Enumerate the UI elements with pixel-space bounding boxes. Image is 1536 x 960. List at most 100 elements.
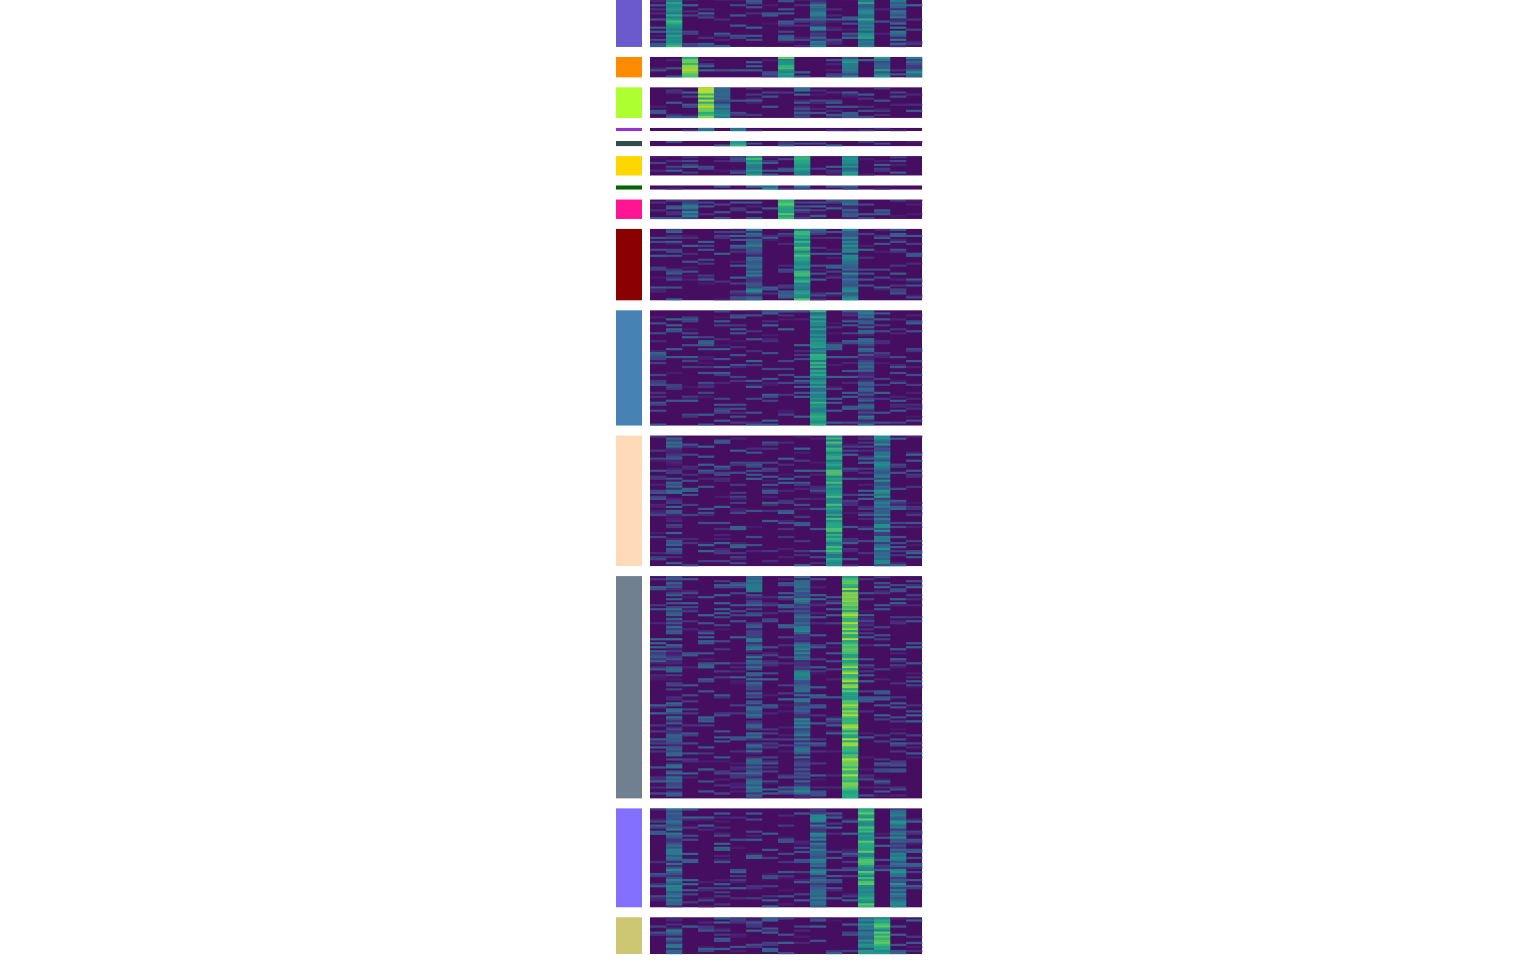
heatmap-cell	[810, 4, 827, 7]
heatmap-cell	[746, 525, 763, 529]
heatmap-cell	[778, 310, 795, 313]
heatmap-cell	[730, 666, 747, 669]
heatmap-cell	[714, 616, 731, 619]
heatmap-cell	[906, 314, 923, 317]
heatmap-cell	[746, 274, 763, 277]
heatmap-cell	[650, 776, 667, 779]
heatmap-cell	[714, 324, 731, 327]
heatmap-cell	[730, 556, 747, 559]
heatmap-cell	[666, 12, 683, 15]
heatmap-cell	[842, 547, 859, 551]
heatmap-cell	[842, 252, 859, 255]
heatmap-cell	[682, 30, 699, 33]
heatmap-cell	[746, 744, 763, 747]
heatmap-cell	[714, 381, 731, 385]
heatmap-cell	[890, 897, 907, 900]
heatmap-cell	[666, 602, 683, 605]
heatmap-cell	[890, 648, 907, 651]
heatmap-cell	[746, 632, 763, 635]
heatmap-cell	[746, 286, 763, 289]
heatmap-cell	[826, 169, 843, 172]
heatmap-cell	[858, 610, 875, 613]
heatmap-cell	[794, 812, 811, 815]
heatmap-cell	[714, 109, 731, 113]
heatmap-cell	[906, 242, 923, 245]
heatmap-cell	[826, 724, 843, 727]
heatmap-cell	[842, 620, 859, 623]
heatmap-cell	[666, 868, 683, 872]
heatmap-cell	[746, 722, 763, 725]
heatmap-cell	[746, 650, 763, 653]
heatmap-cell	[810, 897, 827, 900]
heatmap-cell	[842, 260, 859, 263]
heatmap-cell	[714, 879, 731, 882]
heatmap-cell	[682, 32, 699, 35]
heatmap-cell	[666, 276, 683, 279]
heatmap-cell	[858, 389, 875, 392]
heatmap-cell	[794, 750, 811, 753]
heatmap-cell	[810, 491, 827, 494]
heatmap-cell	[842, 608, 859, 611]
heatmap-cell	[794, 929, 811, 932]
heatmap-cell	[842, 704, 859, 707]
heatmap-cell	[906, 842, 923, 845]
heatmap-cell	[890, 616, 907, 619]
heatmap-cell	[778, 228, 795, 232]
heatmap-cell	[810, 917, 827, 920]
heatmap-cell	[682, 860, 699, 864]
heatmap-cell	[794, 592, 811, 595]
heatmap-cell	[666, 620, 683, 623]
heatmap-cell	[794, 712, 811, 715]
heatmap-cell	[730, 782, 747, 785]
group-color-bar	[616, 0, 642, 47]
heatmap-cell	[746, 26, 763, 29]
heatmap-cell	[906, 949, 923, 953]
heatmap-cell	[826, 505, 843, 509]
heatmap-cell	[810, 320, 827, 323]
heatmap-cell	[714, 602, 731, 605]
heatmap-cell	[666, 580, 683, 583]
heatmap-cell	[666, 720, 683, 723]
heatmap-cell	[906, 850, 923, 853]
heatmap-cell	[698, 949, 715, 953]
heatmap-cell	[858, 371, 875, 375]
heatmap-cell	[826, 38, 843, 42]
heatmap-cell	[666, 652, 683, 655]
heatmap-cell	[826, 541, 843, 545]
heatmap-cell	[810, 379, 827, 383]
heatmap-cell	[666, 728, 683, 731]
heatmap-cell	[778, 744, 795, 747]
heatmap-cell	[842, 582, 859, 585]
heatmap-cell	[810, 485, 827, 488]
heatmap-cell	[730, 142, 747, 145]
heatmap-cell	[874, 931, 891, 934]
heatmap-cell	[858, 856, 875, 860]
heatmap-cell	[826, 668, 843, 671]
heatmap-cell	[650, 373, 667, 377]
heatmap-cell	[906, 752, 923, 755]
heatmap-group-block	[650, 87, 923, 119]
heatmap-cell	[874, 558, 891, 561]
heatmap-cell	[810, 209, 827, 212]
heatmap-cell	[666, 318, 683, 321]
heatmap-cell	[714, 848, 731, 851]
heatmap-cell	[874, 638, 891, 641]
heatmap-cell	[874, 475, 891, 478]
heatmap-cell	[746, 752, 763, 755]
heatmap-cell	[826, 897, 843, 900]
heatmap-cell	[778, 463, 795, 466]
heatmap-cell	[666, 754, 683, 757]
heatmap-cell	[666, 937, 683, 940]
heatmap-cell	[698, 278, 715, 281]
heatmap-cell	[794, 105, 811, 108]
heatmap-cell	[858, 945, 875, 949]
heatmap-cell	[714, 756, 731, 759]
heatmap-cell	[890, 535, 907, 539]
heatmap-cell	[714, 38, 731, 42]
heatmap-cell	[666, 552, 683, 555]
heatmap-cell	[666, 816, 683, 819]
heatmap-cell	[810, 507, 827, 511]
heatmap-cell	[666, 784, 683, 787]
heatmap-cell	[842, 642, 859, 645]
heatmap-cell	[794, 521, 811, 525]
